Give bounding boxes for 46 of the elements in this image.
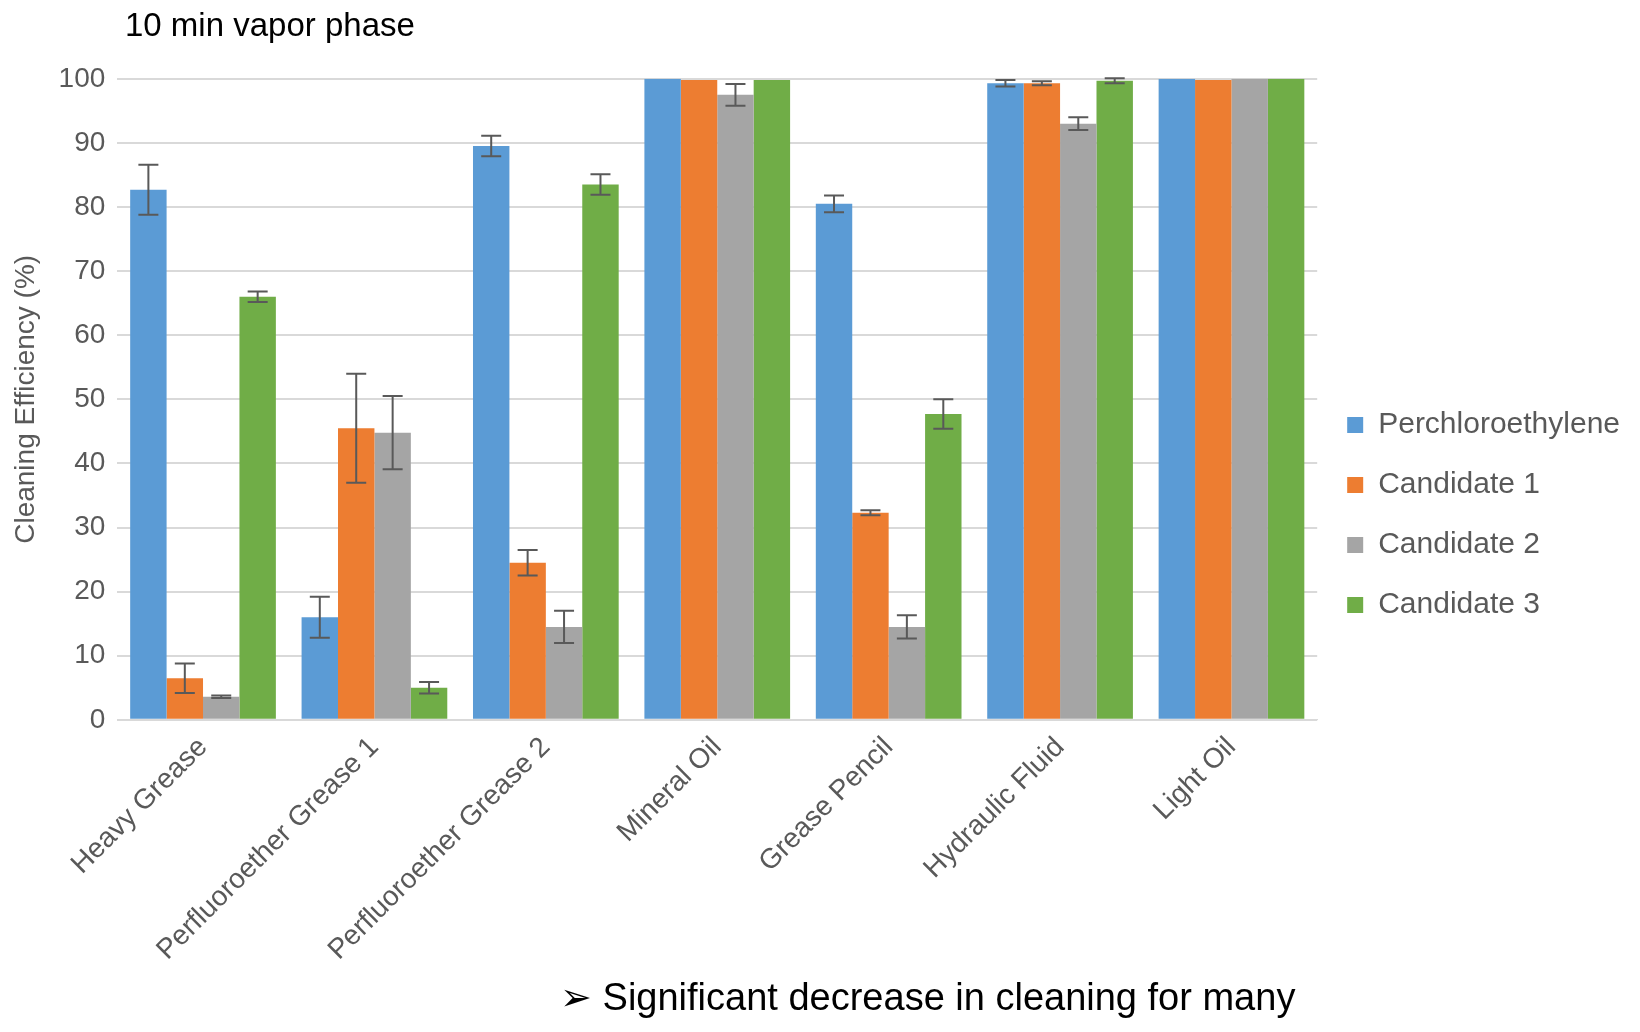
y-tick-label: 20: [74, 574, 106, 606]
bar: [888, 626, 926, 719]
bar: [166, 678, 204, 719]
legend-label: Candidate 3: [1378, 586, 1540, 620]
y-axis-title: Cleaning Efficiency (%): [8, 254, 40, 544]
bar: [1096, 80, 1133, 719]
bar: [1267, 78, 1305, 719]
bar: [239, 296, 276, 719]
bar: [1060, 123, 1097, 719]
y-tick-label: 0: [89, 702, 106, 734]
bar: [852, 512, 889, 719]
bar: [753, 80, 791, 719]
bar: [338, 428, 375, 719]
y-tick-label: 40: [74, 446, 106, 478]
y-tick-label: 100: [58, 61, 106, 93]
y-tick-label: 70: [74, 253, 106, 285]
bar: [717, 94, 754, 719]
legend-label: Perchloroethylene: [1378, 406, 1621, 440]
text: ➢ Significant decrease in cleaning for many: [560, 975, 1296, 1019]
y-tick-label: 10: [74, 638, 106, 670]
bar: [374, 432, 411, 719]
bar: [509, 562, 546, 719]
y-tick-label: 30: [74, 510, 106, 542]
y-tick-label: 80: [74, 189, 106, 221]
bar: [1158, 78, 1196, 719]
bar: [1023, 83, 1061, 719]
y-tick-label: 90: [74, 125, 106, 157]
bar: [680, 80, 718, 719]
bar: [472, 146, 510, 719]
bar: [545, 626, 583, 719]
bar: [925, 414, 962, 719]
legend-label: Candidate 2: [1378, 526, 1540, 560]
bar: [203, 696, 240, 719]
legend-label: Candidate 1: [1378, 466, 1540, 500]
y-tick-label: 50: [74, 382, 106, 414]
y-tick-label: 60: [74, 317, 106, 349]
bar: [815, 203, 853, 719]
bar: [301, 617, 339, 719]
bar: [1231, 78, 1268, 719]
bar: [130, 189, 167, 719]
bar: [1195, 80, 1232, 719]
bar: [644, 78, 681, 719]
chart-title: 10 min vapor phase: [125, 6, 415, 44]
bar: [987, 83, 1024, 719]
bar: [410, 687, 448, 719]
bar: [582, 184, 619, 719]
